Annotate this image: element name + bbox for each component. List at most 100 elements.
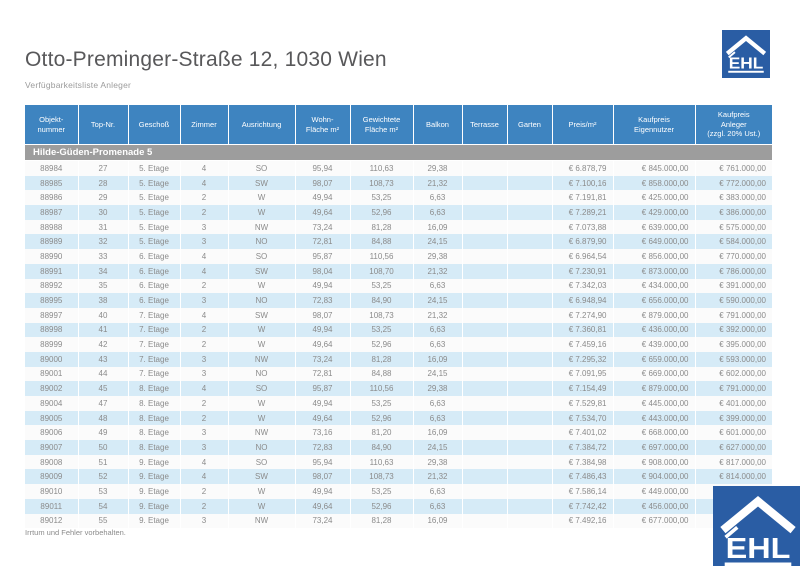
cell-preis-m2: € 7.073,88 bbox=[551, 219, 613, 235]
cell-kaufpreis-eigennutzer: € 668.000,00 bbox=[612, 425, 695, 441]
cell-balkon: 6,63 bbox=[412, 322, 462, 338]
cell-gewichtete-flaeche: 81,28 bbox=[349, 351, 413, 367]
cell-preis-m2: € 7.401,02 bbox=[551, 425, 613, 441]
col-top-nr: Top-Nr. bbox=[77, 105, 128, 145]
table-row: 88997 40 7. Etage 4 SW 98,07 108,73 21,3… bbox=[25, 307, 772, 323]
cell-garten bbox=[506, 454, 552, 470]
cell-geschoss: 5. Etage bbox=[127, 219, 180, 235]
col-terrasse: Terrasse bbox=[461, 105, 507, 145]
cell-kaufpreis-anleger: € 814.000,00 bbox=[694, 469, 772, 485]
cell-geschoss: 7. Etage bbox=[127, 337, 180, 352]
table-row: 89009 52 9. Etage 4 SW 98,07 108,73 21,3… bbox=[25, 469, 772, 485]
table-row: 88992 35 6. Etage 2 W 49,94 53,25 6,63 €… bbox=[25, 278, 772, 294]
table-row: 89012 55 9. Etage 3 NW 73,24 81,28 16,09… bbox=[25, 513, 772, 529]
cell-wohnflaeche: 95,87 bbox=[294, 249, 350, 264]
cell-terrasse bbox=[461, 396, 507, 411]
cell-ausrichtung: SW bbox=[227, 175, 295, 191]
cell-wohnflaeche: 95,87 bbox=[294, 381, 350, 396]
table-row: 89004 47 8. Etage 2 W 49,94 53,25 6,63 €… bbox=[25, 396, 772, 411]
cell-kaufpreis-anleger: € 817.000,00 bbox=[694, 454, 772, 470]
cell-zimmer: 2 bbox=[179, 498, 228, 514]
cell-preis-m2: € 7.191,81 bbox=[551, 190, 613, 206]
cell-geschoss: 6. Etage bbox=[127, 249, 180, 264]
cell-zimmer: 4 bbox=[179, 469, 228, 485]
cell-garten bbox=[506, 160, 552, 176]
cell-garten bbox=[506, 498, 552, 514]
cell-kaufpreis-eigennutzer: € 429.000,00 bbox=[612, 205, 695, 220]
cell-gewichtete-flaeche: 53,25 bbox=[349, 322, 413, 338]
cell-kaufpreis-eigennutzer: € 649.000,00 bbox=[612, 234, 695, 250]
table-row: 88986 29 5. Etage 2 W 49,94 53,25 6,63 €… bbox=[25, 190, 772, 206]
ehl-logo-bottom: EHL bbox=[713, 486, 800, 566]
col-zimmer: Zimmer bbox=[179, 105, 228, 145]
cell-preis-m2: € 7.154,49 bbox=[551, 381, 613, 396]
cell-ausrichtung: SO bbox=[227, 381, 295, 396]
table-row: 88990 33 6. Etage 4 SO 95,87 110,56 29,3… bbox=[25, 249, 772, 264]
cell-terrasse bbox=[461, 263, 507, 279]
cell-kaufpreis-eigennutzer: € 669.000,00 bbox=[612, 366, 695, 382]
cell-geschoss: 5. Etage bbox=[127, 234, 180, 250]
cell-preis-m2: € 7.384,72 bbox=[551, 440, 613, 455]
cell-kaufpreis-anleger: € 593.000,00 bbox=[694, 351, 772, 367]
cell-ausrichtung: W bbox=[227, 337, 295, 352]
cell-balkon: 21,32 bbox=[412, 307, 462, 323]
cell-garten bbox=[506, 351, 552, 367]
cell-balkon: 24,15 bbox=[412, 293, 462, 308]
cell-objektnummer: 88991 bbox=[40, 266, 63, 276]
cell-kaufpreis-eigennutzer: € 879.000,00 bbox=[612, 381, 695, 396]
cell-wohnflaeche: 49,94 bbox=[294, 484, 350, 499]
cell-zimmer: 3 bbox=[179, 425, 228, 441]
cell-top-nr: 49 bbox=[77, 425, 128, 441]
cell-zimmer: 4 bbox=[179, 307, 228, 323]
footer-note: Irrtum und Fehler vorbehalten. bbox=[25, 528, 126, 537]
cell-zimmer: 3 bbox=[179, 351, 228, 367]
cell-wohnflaeche: 95,94 bbox=[294, 454, 350, 470]
cell-kaufpreis-eigennutzer: € 858.000,00 bbox=[612, 175, 695, 191]
cell-objektnummer: 89012 bbox=[40, 516, 63, 526]
cell-kaufpreis-eigennutzer: € 904.000,00 bbox=[612, 469, 695, 485]
cell-ausrichtung: W bbox=[227, 498, 295, 514]
cell-terrasse bbox=[461, 160, 507, 176]
cell-zimmer: 2 bbox=[179, 484, 228, 499]
cell-ausrichtung: NO bbox=[227, 366, 295, 382]
cell-geschoss: 9. Etage bbox=[127, 454, 180, 470]
cell-gewichtete-flaeche: 81,28 bbox=[349, 219, 413, 235]
cell-top-nr: 47 bbox=[77, 396, 128, 411]
cell-kaufpreis-eigennutzer: € 659.000,00 bbox=[612, 351, 695, 367]
cell-wohnflaeche: 72,81 bbox=[294, 234, 350, 250]
cell-geschoss: 6. Etage bbox=[127, 278, 180, 294]
cell-garten bbox=[506, 469, 552, 485]
cell-geschoss: 7. Etage bbox=[127, 351, 180, 367]
cell-kaufpreis-anleger: € 786.000,00 bbox=[694, 263, 772, 279]
cell-kaufpreis-eigennutzer: € 639.000,00 bbox=[612, 219, 695, 235]
cell-objektnummer: 88984 bbox=[40, 163, 63, 173]
cell-objektnummer: 89001 bbox=[40, 369, 63, 379]
cell-wohnflaeche: 98,07 bbox=[294, 175, 350, 191]
cell-zimmer: 3 bbox=[179, 219, 228, 235]
cell-geschoss: 5. Etage bbox=[127, 160, 180, 176]
table-row: 89008 51 9. Etage 4 SO 95,94 110,63 29,3… bbox=[25, 454, 772, 470]
cell-objektnummer: 89009 bbox=[40, 472, 63, 482]
cell-terrasse bbox=[461, 366, 507, 382]
cell-terrasse bbox=[461, 454, 507, 470]
cell-garten bbox=[506, 322, 552, 338]
cell-kaufpreis-anleger: € 602.000,00 bbox=[694, 366, 772, 382]
cell-garten bbox=[506, 337, 552, 352]
cell-balkon: 6,63 bbox=[412, 410, 462, 426]
cell-wohnflaeche: 49,64 bbox=[294, 337, 350, 352]
table-row: 89001 44 7. Etage 3 NO 72,81 84,88 24,15… bbox=[25, 366, 772, 382]
cell-top-nr: 48 bbox=[77, 410, 128, 426]
cell-terrasse bbox=[461, 219, 507, 235]
cell-preis-m2: € 7.342,03 bbox=[551, 278, 613, 294]
cell-terrasse bbox=[461, 175, 507, 191]
cell-gewichtete-flaeche: 52,96 bbox=[349, 410, 413, 426]
cell-zimmer: 3 bbox=[179, 234, 228, 250]
cell-zimmer: 4 bbox=[179, 175, 228, 191]
cell-preis-m2: € 7.274,90 bbox=[551, 307, 613, 323]
cell-preis-m2: € 6.964,54 bbox=[551, 249, 613, 264]
cell-geschoss: 8. Etage bbox=[127, 440, 180, 455]
cell-objektnummer: 89006 bbox=[40, 428, 63, 438]
cell-balkon: 21,32 bbox=[412, 175, 462, 191]
cell-terrasse bbox=[461, 513, 507, 529]
